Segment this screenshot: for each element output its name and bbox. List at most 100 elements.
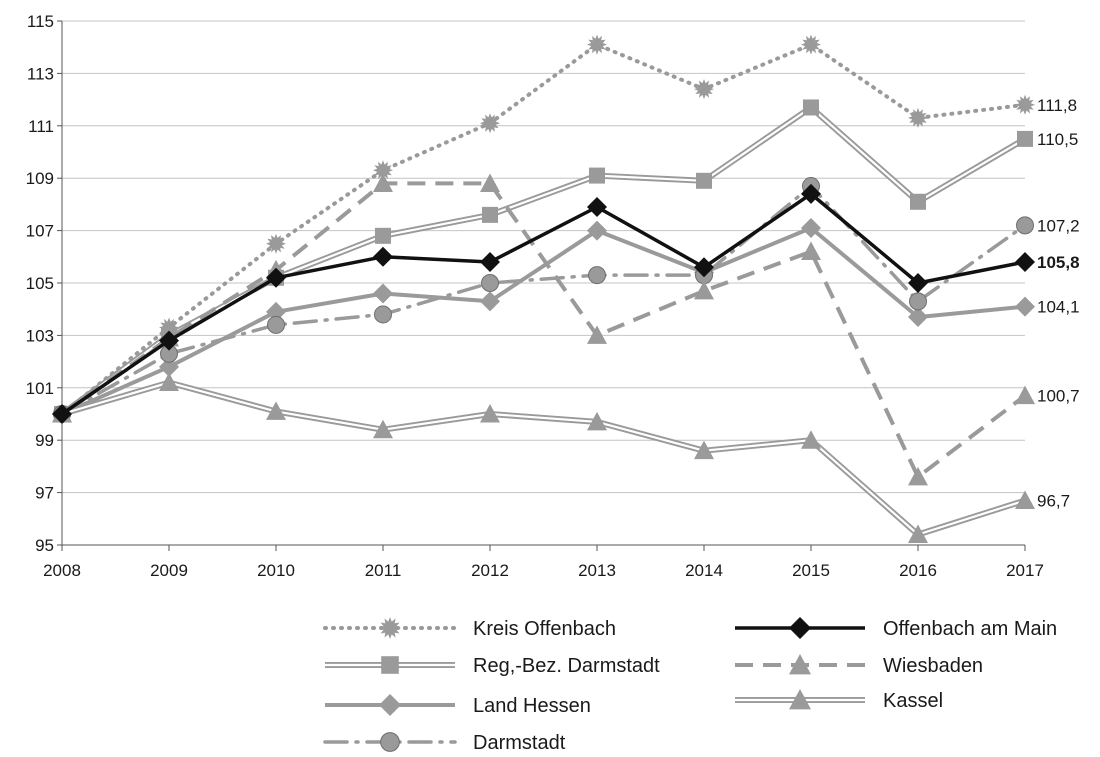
legend-marker bbox=[789, 617, 811, 639]
xtick-label: 2011 bbox=[365, 561, 402, 580]
ytick-label: 95 bbox=[35, 536, 54, 555]
data-point bbox=[266, 233, 286, 254]
data-point bbox=[588, 266, 606, 285]
legend-item-kassel: Kassel bbox=[735, 689, 943, 712]
data-point bbox=[908, 307, 928, 328]
ytick-label: 111 bbox=[28, 117, 54, 136]
legend-item-wiesbaden: Wiesbaden bbox=[735, 654, 983, 677]
xtick-label: 2012 bbox=[471, 561, 509, 580]
series-darmstadt bbox=[53, 177, 1034, 423]
data-point bbox=[52, 404, 72, 424]
series-layer bbox=[52, 34, 1035, 544]
data-point bbox=[589, 167, 605, 184]
ytick-label: 99 bbox=[35, 431, 54, 450]
series-line bbox=[60, 42, 1027, 416]
xtick-label: 2013 bbox=[578, 561, 616, 580]
data-point bbox=[587, 197, 607, 218]
data-point bbox=[480, 252, 500, 273]
data-point bbox=[1015, 94, 1035, 115]
data-point bbox=[694, 280, 714, 300]
legend-label: Kassel bbox=[883, 690, 943, 712]
axes: 95 97 99 101 103 105 107 109 111 113 115 2008 2009 20… bbox=[26, 12, 1044, 580]
legend-label: Reg,-Bez. Darmstadt bbox=[473, 655, 660, 677]
legend-label: Land Hessen bbox=[473, 695, 591, 717]
legend-label: Darmstadt bbox=[473, 732, 566, 754]
legend: Kreis Offenbach Reg,-Bez. Darmstadt Land H… bbox=[323, 617, 1057, 754]
ytick-label: 97 bbox=[35, 484, 54, 503]
series-line bbox=[60, 181, 1027, 479]
series-line bbox=[60, 184, 1027, 416]
xtick-label: 2009 bbox=[150, 561, 188, 580]
data-point bbox=[801, 430, 821, 449]
data-point bbox=[373, 283, 393, 304]
ytick-label: 109 bbox=[26, 169, 54, 188]
xtick-label: 2015 bbox=[792, 561, 830, 580]
data-point bbox=[480, 173, 500, 192]
data-point bbox=[694, 79, 714, 100]
data-point bbox=[266, 267, 286, 288]
ytick-label: 103 bbox=[26, 326, 54, 345]
data-point bbox=[1015, 385, 1035, 405]
data-point bbox=[480, 291, 500, 312]
data-point bbox=[801, 34, 821, 55]
ytick-label: 107 bbox=[26, 222, 54, 241]
series-line bbox=[61, 379, 1026, 538]
data-point bbox=[694, 440, 714, 460]
data-point bbox=[587, 411, 607, 431]
data-point bbox=[374, 305, 392, 324]
data-point bbox=[587, 325, 607, 344]
legend-item-darmstadt: Darmstadt bbox=[323, 732, 566, 754]
series-kreis-offenbach bbox=[52, 34, 1035, 424]
legend-marker bbox=[380, 732, 400, 752]
series-line-inner bbox=[61, 106, 1026, 415]
data-point bbox=[910, 193, 926, 210]
xtick-label: 2008 bbox=[43, 561, 81, 580]
data-point bbox=[480, 113, 500, 134]
data-point bbox=[696, 172, 712, 189]
data-point bbox=[375, 227, 391, 244]
data-point bbox=[159, 330, 179, 351]
data-point bbox=[908, 107, 928, 128]
ytick-label: 115 bbox=[27, 12, 54, 31]
end-label: 107,2 bbox=[1037, 216, 1080, 235]
data-point bbox=[803, 99, 819, 116]
data-point bbox=[373, 419, 393, 439]
legend-item-land-hessen: Land Hessen bbox=[325, 694, 591, 717]
data-point bbox=[587, 34, 607, 55]
xtick-label: 2017 bbox=[1006, 561, 1044, 580]
legend-label: Kreis Offenbach bbox=[473, 618, 616, 640]
data-point bbox=[373, 246, 393, 267]
data-point bbox=[801, 183, 821, 204]
legend-marker bbox=[789, 689, 811, 710]
data-point bbox=[266, 401, 286, 420]
legend-item-offenbach-am-main: Offenbach am Main bbox=[735, 617, 1057, 640]
xtick-label: 2010 bbox=[257, 561, 295, 580]
grid-lines bbox=[62, 20, 1025, 546]
legend-marker bbox=[381, 656, 399, 674]
data-point bbox=[801, 217, 821, 238]
end-labels: 111,8 110,5 104,1 107,2 105,8 100,7 96,7 bbox=[1037, 96, 1080, 511]
xtick-label: 2014 bbox=[685, 561, 723, 580]
end-label: 105,8 bbox=[1037, 253, 1080, 272]
data-point bbox=[267, 315, 285, 334]
data-point bbox=[908, 273, 928, 293]
data-point bbox=[481, 274, 499, 292]
legend-marker bbox=[789, 654, 811, 675]
legend-item-reg-bez-darmstadt: Reg,-Bez. Darmstadt bbox=[325, 655, 660, 677]
data-point bbox=[909, 292, 927, 311]
end-label: 100,7 bbox=[1037, 387, 1080, 406]
data-point bbox=[1015, 296, 1035, 317]
series-line bbox=[61, 226, 1026, 416]
data-point bbox=[694, 257, 714, 278]
legend-item-kreis-offenbach: Kreis Offenbach bbox=[323, 617, 616, 640]
series-offenbach-am-main bbox=[52, 183, 1035, 424]
end-label: 110,5 bbox=[1037, 130, 1078, 149]
data-point bbox=[908, 524, 928, 544]
end-label: 96,7 bbox=[1037, 491, 1070, 510]
end-label: 111,8 bbox=[1037, 96, 1077, 115]
ytick-label: 113 bbox=[27, 64, 54, 83]
data-point bbox=[480, 404, 500, 423]
series-line bbox=[61, 192, 1026, 416]
data-point bbox=[1015, 490, 1035, 509]
